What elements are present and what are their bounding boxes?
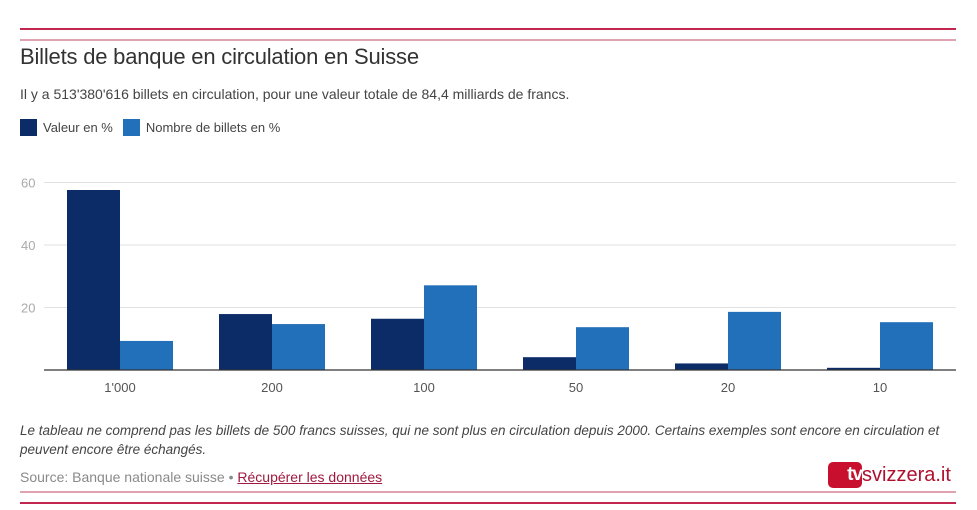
chart-title: Billets de banque en circulation en Suis… <box>20 44 419 69</box>
bar-valeur <box>675 363 728 370</box>
bar-nombre <box>272 324 325 370</box>
bar-valeur <box>371 318 424 370</box>
bar-chart: 20 40 60 1'000 200 100 50 20 10 <box>21 176 956 395</box>
legend-label-valeur: Valeur en % <box>43 120 113 135</box>
legend-swatch-valeur <box>20 119 37 136</box>
bar-nombre <box>880 322 933 370</box>
bar-nombre <box>120 340 173 370</box>
top-rule-light <box>20 39 956 41</box>
x-tick-label: 50 <box>569 380 583 395</box>
y-tick-label: 60 <box>21 176 35 191</box>
y-tick-label: 40 <box>21 238 35 253</box>
y-tick-label: 20 <box>21 301 35 316</box>
bottom-rule-dark <box>20 502 956 504</box>
gridlines <box>44 182 956 308</box>
legend-item-valeur: Valeur en % <box>20 119 113 136</box>
logo-box: tv <box>828 462 863 488</box>
bar-valeur <box>523 357 576 370</box>
bar-valeur <box>219 314 272 370</box>
bars <box>67 190 933 370</box>
bar-valeur <box>67 190 120 370</box>
x-tick-label: 100 <box>413 380 435 395</box>
bottom-rule-light <box>20 491 956 493</box>
x-tick-label: 1'000 <box>104 380 135 395</box>
bar-nombre <box>424 285 477 370</box>
legend-label-nombre: Nombre de billets en % <box>145 120 281 135</box>
bar-valeur <box>827 367 880 370</box>
y-axis-labels: 20 40 60 <box>21 176 35 316</box>
source-label: Source: Banque nationale suisse <box>20 469 225 485</box>
source-line: Source: Banque nationale suisse • Récupé… <box>20 469 382 485</box>
x-tick-label: 10 <box>873 380 887 395</box>
download-data-link[interactable]: Récupérer les données <box>237 469 383 485</box>
legend: Valeur en % Nombre de billets en % <box>20 119 290 136</box>
top-rule-dark <box>20 28 956 30</box>
chart-note: Le tableau ne comprend pas les billets d… <box>20 423 940 457</box>
x-axis-labels: 1'000 200 100 50 20 10 <box>104 380 887 395</box>
legend-swatch-nombre <box>122 119 140 136</box>
chart-subtitle: Il y a 513'380'616 billets en circulatio… <box>20 86 570 102</box>
bar-nombre <box>728 311 781 370</box>
x-tick-label: 200 <box>261 380 283 395</box>
logo-text: svizzera.it <box>862 463 951 486</box>
tvsvizzera-logo: tv svizzera.it <box>828 462 951 488</box>
separator-dot: • <box>228 469 234 485</box>
legend-item-nombre: Nombre de billets en % <box>122 119 281 136</box>
bar-nombre <box>576 327 629 370</box>
x-tick-label: 20 <box>721 380 735 395</box>
